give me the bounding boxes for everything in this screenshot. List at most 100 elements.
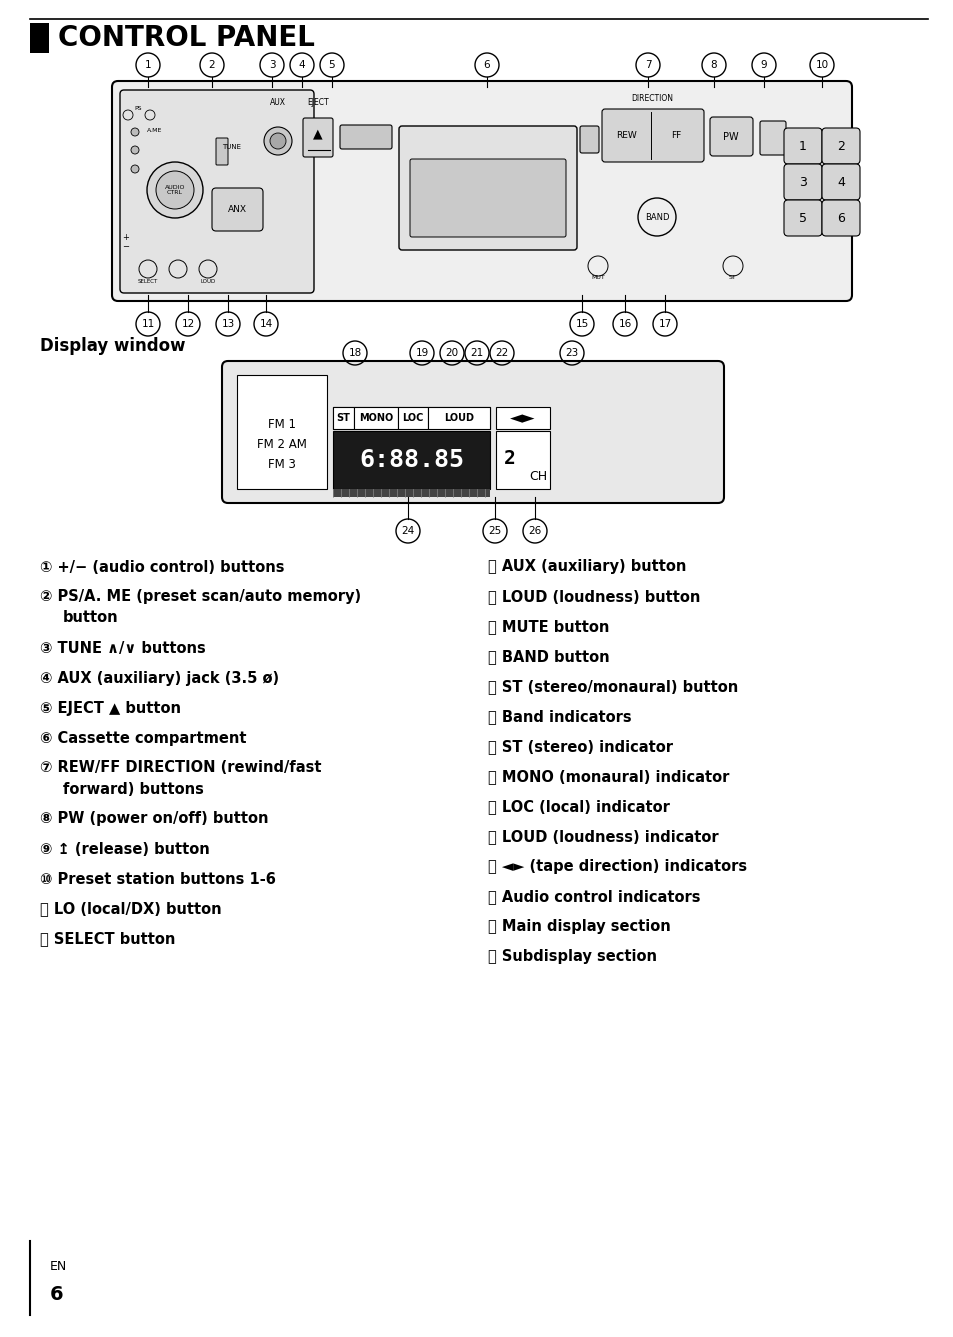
FancyBboxPatch shape	[339, 124, 392, 148]
Text: 3: 3	[269, 60, 275, 70]
FancyBboxPatch shape	[212, 189, 263, 231]
Text: CH: CH	[528, 471, 546, 484]
Text: 5: 5	[799, 211, 806, 225]
Bar	[354, 406, 397, 429]
Text: 6: 6	[836, 211, 844, 225]
Text: ▲: ▲	[313, 127, 322, 140]
Text: PS: PS	[134, 107, 142, 111]
Circle shape	[131, 128, 139, 136]
Bar	[496, 431, 550, 489]
FancyBboxPatch shape	[112, 82, 851, 301]
Text: ⑧ PW (power on/off) button: ⑧ PW (power on/off) button	[40, 812, 268, 826]
Bar	[333, 489, 490, 497]
Text: LOUD: LOUD	[200, 279, 215, 283]
FancyBboxPatch shape	[601, 110, 703, 162]
Text: ⑯ BAND button: ⑯ BAND button	[488, 650, 609, 664]
Text: PW: PW	[722, 132, 738, 142]
Text: ① +/− (audio control) buttons: ① +/− (audio control) buttons	[40, 559, 284, 575]
Text: EN: EN	[50, 1261, 67, 1274]
Text: ⑸ Main display section: ⑸ Main display section	[488, 920, 670, 935]
Text: EJECT: EJECT	[307, 98, 329, 107]
Text: 6: 6	[483, 60, 490, 70]
Text: 5: 5	[329, 60, 335, 70]
Text: TUNE: TUNE	[222, 144, 241, 150]
Text: ⑤ EJECT ▲ button: ⑤ EJECT ▲ button	[40, 701, 181, 715]
Text: 6: 6	[50, 1285, 64, 1305]
Text: MUT: MUT	[591, 275, 604, 279]
Text: ◄►: ◄►	[510, 409, 536, 427]
Text: ⑰ ST (stereo/monaural) button: ⑰ ST (stereo/monaural) button	[488, 679, 738, 694]
Text: 26: 26	[528, 525, 541, 536]
Text: ⑴ LOC (local) indicator: ⑴ LOC (local) indicator	[488, 800, 669, 814]
Text: ST: ST	[336, 413, 350, 422]
Text: 4: 4	[298, 60, 305, 70]
Text: ⑪ LO (local/DX) button: ⑪ LO (local/DX) button	[40, 901, 221, 916]
FancyBboxPatch shape	[760, 122, 785, 155]
Text: 14: 14	[259, 320, 273, 329]
Text: A.ME: A.ME	[147, 128, 163, 134]
Text: ⑩ Preset station buttons 1-6: ⑩ Preset station buttons 1-6	[40, 872, 275, 886]
FancyBboxPatch shape	[821, 164, 859, 201]
Text: 22: 22	[495, 348, 508, 358]
FancyBboxPatch shape	[303, 118, 333, 156]
Text: ⑷ Audio control indicators: ⑷ Audio control indicators	[488, 889, 700, 905]
Text: 6:88.85: 6:88.85	[359, 448, 464, 472]
Text: 2: 2	[209, 60, 215, 70]
Text: −: −	[122, 242, 130, 251]
Text: ⑬ AUX (auxiliary) button: ⑬ AUX (auxiliary) button	[488, 559, 685, 575]
FancyBboxPatch shape	[783, 128, 821, 164]
Text: ⑫ SELECT button: ⑫ SELECT button	[40, 932, 175, 947]
Text: 2: 2	[836, 139, 844, 152]
Text: 7: 7	[644, 60, 651, 70]
Text: AUDIO
CTRL: AUDIO CTRL	[165, 185, 185, 195]
FancyBboxPatch shape	[579, 126, 598, 152]
Circle shape	[264, 127, 292, 155]
Circle shape	[270, 132, 286, 148]
Text: 15: 15	[575, 320, 588, 329]
Bar	[496, 406, 550, 429]
Text: 3: 3	[799, 175, 806, 189]
Text: 24: 24	[401, 525, 415, 536]
Text: 23: 23	[565, 348, 578, 358]
Text: button: button	[63, 611, 118, 626]
Text: 21: 21	[470, 348, 483, 358]
Bar	[333, 406, 354, 429]
Text: ④ AUX (auxiliary) jack (3.5 ø): ④ AUX (auxiliary) jack (3.5 ø)	[40, 670, 279, 686]
Text: FM 3: FM 3	[268, 457, 295, 471]
Text: 19: 19	[415, 348, 428, 358]
Bar	[236, 374, 327, 489]
FancyBboxPatch shape	[410, 159, 565, 237]
Text: ⑵ LOUD (loudness) indicator: ⑵ LOUD (loudness) indicator	[488, 829, 718, 845]
FancyBboxPatch shape	[398, 126, 577, 250]
Text: ⑹ Subdisplay section: ⑹ Subdisplay section	[488, 949, 657, 964]
Text: ⑱ Band indicators: ⑱ Band indicators	[488, 710, 631, 725]
Text: ③ TUNE ∧/∨ buttons: ③ TUNE ∧/∨ buttons	[40, 640, 206, 655]
Text: ⑥ Cassette compartment: ⑥ Cassette compartment	[40, 730, 246, 746]
Text: 8: 8	[710, 60, 717, 70]
Text: 16: 16	[618, 320, 631, 329]
Text: 18: 18	[348, 348, 361, 358]
Text: BAND: BAND	[644, 213, 669, 222]
Text: ⑦ REW/FF DIRECTION (rewind/fast: ⑦ REW/FF DIRECTION (rewind/fast	[40, 761, 321, 775]
Text: FF: FF	[670, 131, 680, 140]
Text: 20: 20	[445, 348, 458, 358]
Text: 1: 1	[145, 60, 152, 70]
Text: LOC: LOC	[402, 413, 423, 422]
Text: 12: 12	[181, 320, 194, 329]
Text: ⑨ ↥ (release) button: ⑨ ↥ (release) button	[40, 841, 210, 857]
Text: REW: REW	[616, 131, 637, 140]
Text: AUX: AUX	[270, 98, 286, 107]
Text: 9: 9	[760, 60, 766, 70]
Circle shape	[156, 171, 193, 209]
Text: forward) buttons: forward) buttons	[63, 782, 204, 797]
FancyBboxPatch shape	[821, 128, 859, 164]
Text: SELECT: SELECT	[138, 279, 158, 283]
FancyBboxPatch shape	[120, 90, 314, 293]
Circle shape	[131, 146, 139, 154]
Text: MONO: MONO	[358, 413, 393, 422]
Text: CONTROL PANEL: CONTROL PANEL	[58, 24, 314, 52]
Text: ⑳ MONO (monaural) indicator: ⑳ MONO (monaural) indicator	[488, 770, 729, 785]
Text: LOUD: LOUD	[443, 413, 474, 422]
FancyBboxPatch shape	[222, 361, 723, 503]
Text: FM 1: FM 1	[268, 418, 295, 432]
